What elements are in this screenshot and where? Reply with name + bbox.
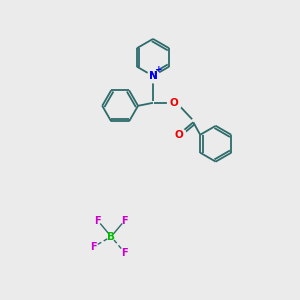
Text: F: F — [121, 248, 128, 258]
Text: B: B — [107, 232, 115, 242]
Text: N: N — [148, 71, 158, 81]
Text: N: N — [148, 71, 158, 81]
Text: O: O — [169, 98, 178, 108]
Text: O: O — [175, 130, 183, 140]
Text: F: F — [94, 216, 101, 226]
Text: F: F — [90, 242, 96, 252]
Text: +: + — [155, 65, 163, 74]
Text: F: F — [121, 216, 128, 226]
